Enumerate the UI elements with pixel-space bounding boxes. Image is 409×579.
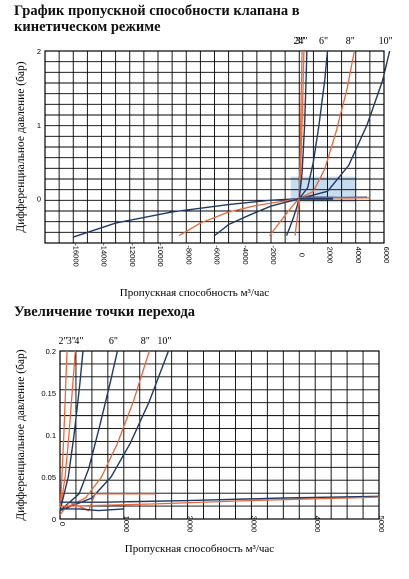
series-label-3: 4" — [298, 36, 307, 47]
y-tick-label: 0.15 — [41, 389, 56, 398]
y-tick-label: 2 — [37, 47, 41, 56]
x-tick-label: -14000 — [100, 243, 109, 266]
series-line-2 — [59, 350, 76, 511]
x-tick-label: 3000 — [249, 516, 258, 533]
series-line-9 — [59, 496, 380, 508]
x-tick-label: -16000 — [71, 243, 80, 266]
series-label-4: 6" — [319, 36, 328, 47]
series-line-12 — [294, 198, 300, 236]
series-line-8 — [178, 198, 300, 237]
y-tick-label: 0.1 — [46, 431, 56, 440]
y-tick-label: 0 — [52, 515, 56, 524]
y-axis-label: Дифференциальное давление (бар) — [15, 349, 27, 520]
x-tick-label: 2000 — [186, 516, 195, 533]
series-line-5 — [298, 50, 355, 200]
chart2-title: Увеличение точки перехода — [14, 304, 196, 320]
series-line-4 — [298, 50, 329, 200]
x-axis-label: Пропускная способность м³/час — [125, 543, 275, 555]
x-tick-label: -10000 — [156, 243, 165, 266]
series-label-3: 4" — [74, 336, 83, 347]
x-axis-label: Пропускная способность м³/час — [120, 287, 270, 299]
series-label-5: 8" — [346, 36, 355, 47]
series-line-3 — [59, 350, 84, 511]
series-line-9 — [214, 198, 300, 237]
x-tick-label: 4000 — [354, 247, 363, 264]
x-tick-label: 6000 — [382, 247, 391, 264]
x-tick-label: 1000 — [122, 516, 131, 533]
series-line-2 — [298, 50, 305, 199]
series-line-4 — [59, 350, 119, 512]
chart1-title: График пропускной способности клапана в … — [14, 3, 300, 35]
series-line-8 — [60, 495, 380, 503]
series-line-5 — [59, 350, 150, 512]
chart-1: 2"3"4" 6" 8" 10" -16000 -14000 -12000 -10000 -80… — [15, 36, 393, 299]
y-tick-label: 1 — [37, 121, 41, 130]
series-line-7 — [73, 197, 300, 238]
series-label-2: 3" — [67, 336, 76, 347]
y-tick-label: 0.05 — [41, 473, 56, 482]
series-line-1 — [298, 50, 303, 199]
series-line-3 — [298, 50, 308, 199]
y-axis-label: Дифференциальное давление (бар) — [15, 61, 27, 232]
series-line-6 — [59, 350, 170, 512]
x-tick-label: -6000 — [213, 245, 222, 264]
x-tick-label: 0 — [297, 253, 306, 257]
x-tick-label: 4000 — [313, 516, 322, 533]
plot-frame — [44, 50, 385, 244]
x-tick-label: 0 — [58, 522, 67, 526]
chart-2: 2" 3"4" 6" 8" 10" 0 1000 2000 3000 4000 5000 0.05 0.… — [15, 336, 386, 555]
series-line-10 — [60, 508, 124, 512]
series-line-6 — [299, 50, 391, 200]
x-tick-label: 2000 — [326, 247, 335, 264]
plot-frame — [59, 350, 380, 520]
series-line-11 — [285, 198, 300, 236]
chart-1-grid — [44, 50, 385, 244]
x-tick-label: -2000 — [269, 245, 278, 264]
series-label-6: 10" — [379, 36, 393, 47]
x-tick-label: -12000 — [128, 243, 137, 266]
y-tick-label: 0 — [37, 195, 41, 204]
series-line-10 — [269, 198, 300, 237]
series-line-1 — [59, 350, 68, 511]
series-label-2: 3" — [295, 36, 304, 47]
series-label-5: 8" — [141, 336, 150, 347]
series-label-1: 2" — [294, 36, 303, 47]
series-label-6: 10" — [157, 336, 171, 347]
x-tick-label: -8000 — [184, 245, 193, 264]
y-tick-label: 0.2 — [46, 347, 56, 356]
series-label-4: 6" — [109, 336, 118, 347]
x-tick-label: 5000 — [377, 516, 386, 533]
series-label-1: 2" — [58, 336, 67, 347]
x-tick-label: -4000 — [241, 245, 250, 264]
